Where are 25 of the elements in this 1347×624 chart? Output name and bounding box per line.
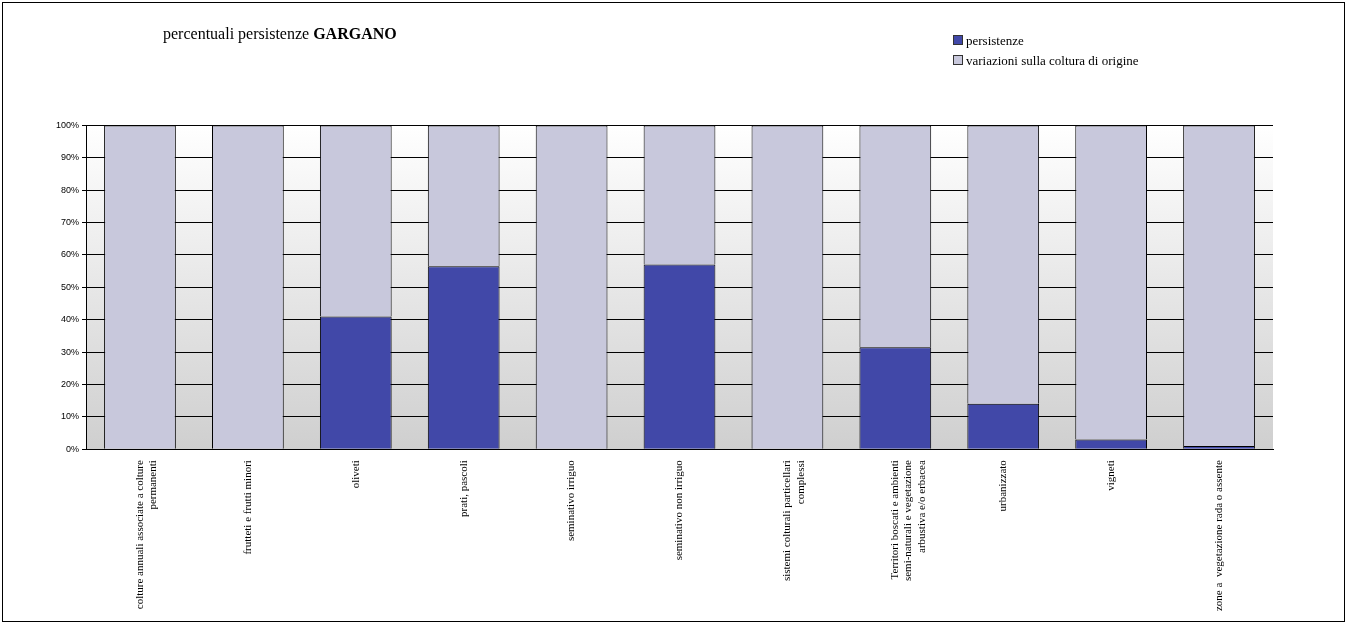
y-tick-label: 80% xyxy=(61,184,80,195)
y-tick-label: 40% xyxy=(61,314,80,325)
chart-title: percentuali persistenze GARGANO xyxy=(163,25,397,43)
x-tick-label: urbanizzato xyxy=(996,459,1009,512)
x-tick-label: seminativo non irriguo xyxy=(672,459,685,561)
y-tick-label: 100% xyxy=(55,119,80,130)
x-tick-label: Territori boscati e ambienti semi-naturali e vegetazione arbustiva e/o erbacea xyxy=(888,460,927,582)
y-tick-label: 60% xyxy=(61,249,80,260)
x-tick-label: sistemi colturali particellari complessi xyxy=(780,460,806,582)
y-tick-label: 70% xyxy=(61,217,80,228)
x-tick-label: seminativo irriguo xyxy=(564,459,577,542)
x-tick-label: oliveti xyxy=(348,460,361,489)
y-tick-label: 50% xyxy=(61,281,80,292)
y-tick-label: 90% xyxy=(61,152,80,163)
x-tick-label: vigneti xyxy=(1104,460,1117,491)
y-tick-label: 20% xyxy=(61,378,80,389)
y-tick-label: 10% xyxy=(61,411,80,422)
x-tick-label: frutteti e frutti minori xyxy=(240,460,253,555)
legend-label: persistenze xyxy=(965,32,1025,50)
y-tick-label: 0% xyxy=(66,443,80,454)
x-tick-label: colture annuali associate a colture permanenti xyxy=(132,460,159,610)
x-tick-label: zone a vegetazione rada o assente xyxy=(1211,460,1224,612)
y-tick-label: 30% xyxy=(61,346,80,357)
legend-label: variazioni sulla coltura di origine xyxy=(965,52,1139,70)
x-tick-label: prati, pascoli xyxy=(456,460,469,517)
